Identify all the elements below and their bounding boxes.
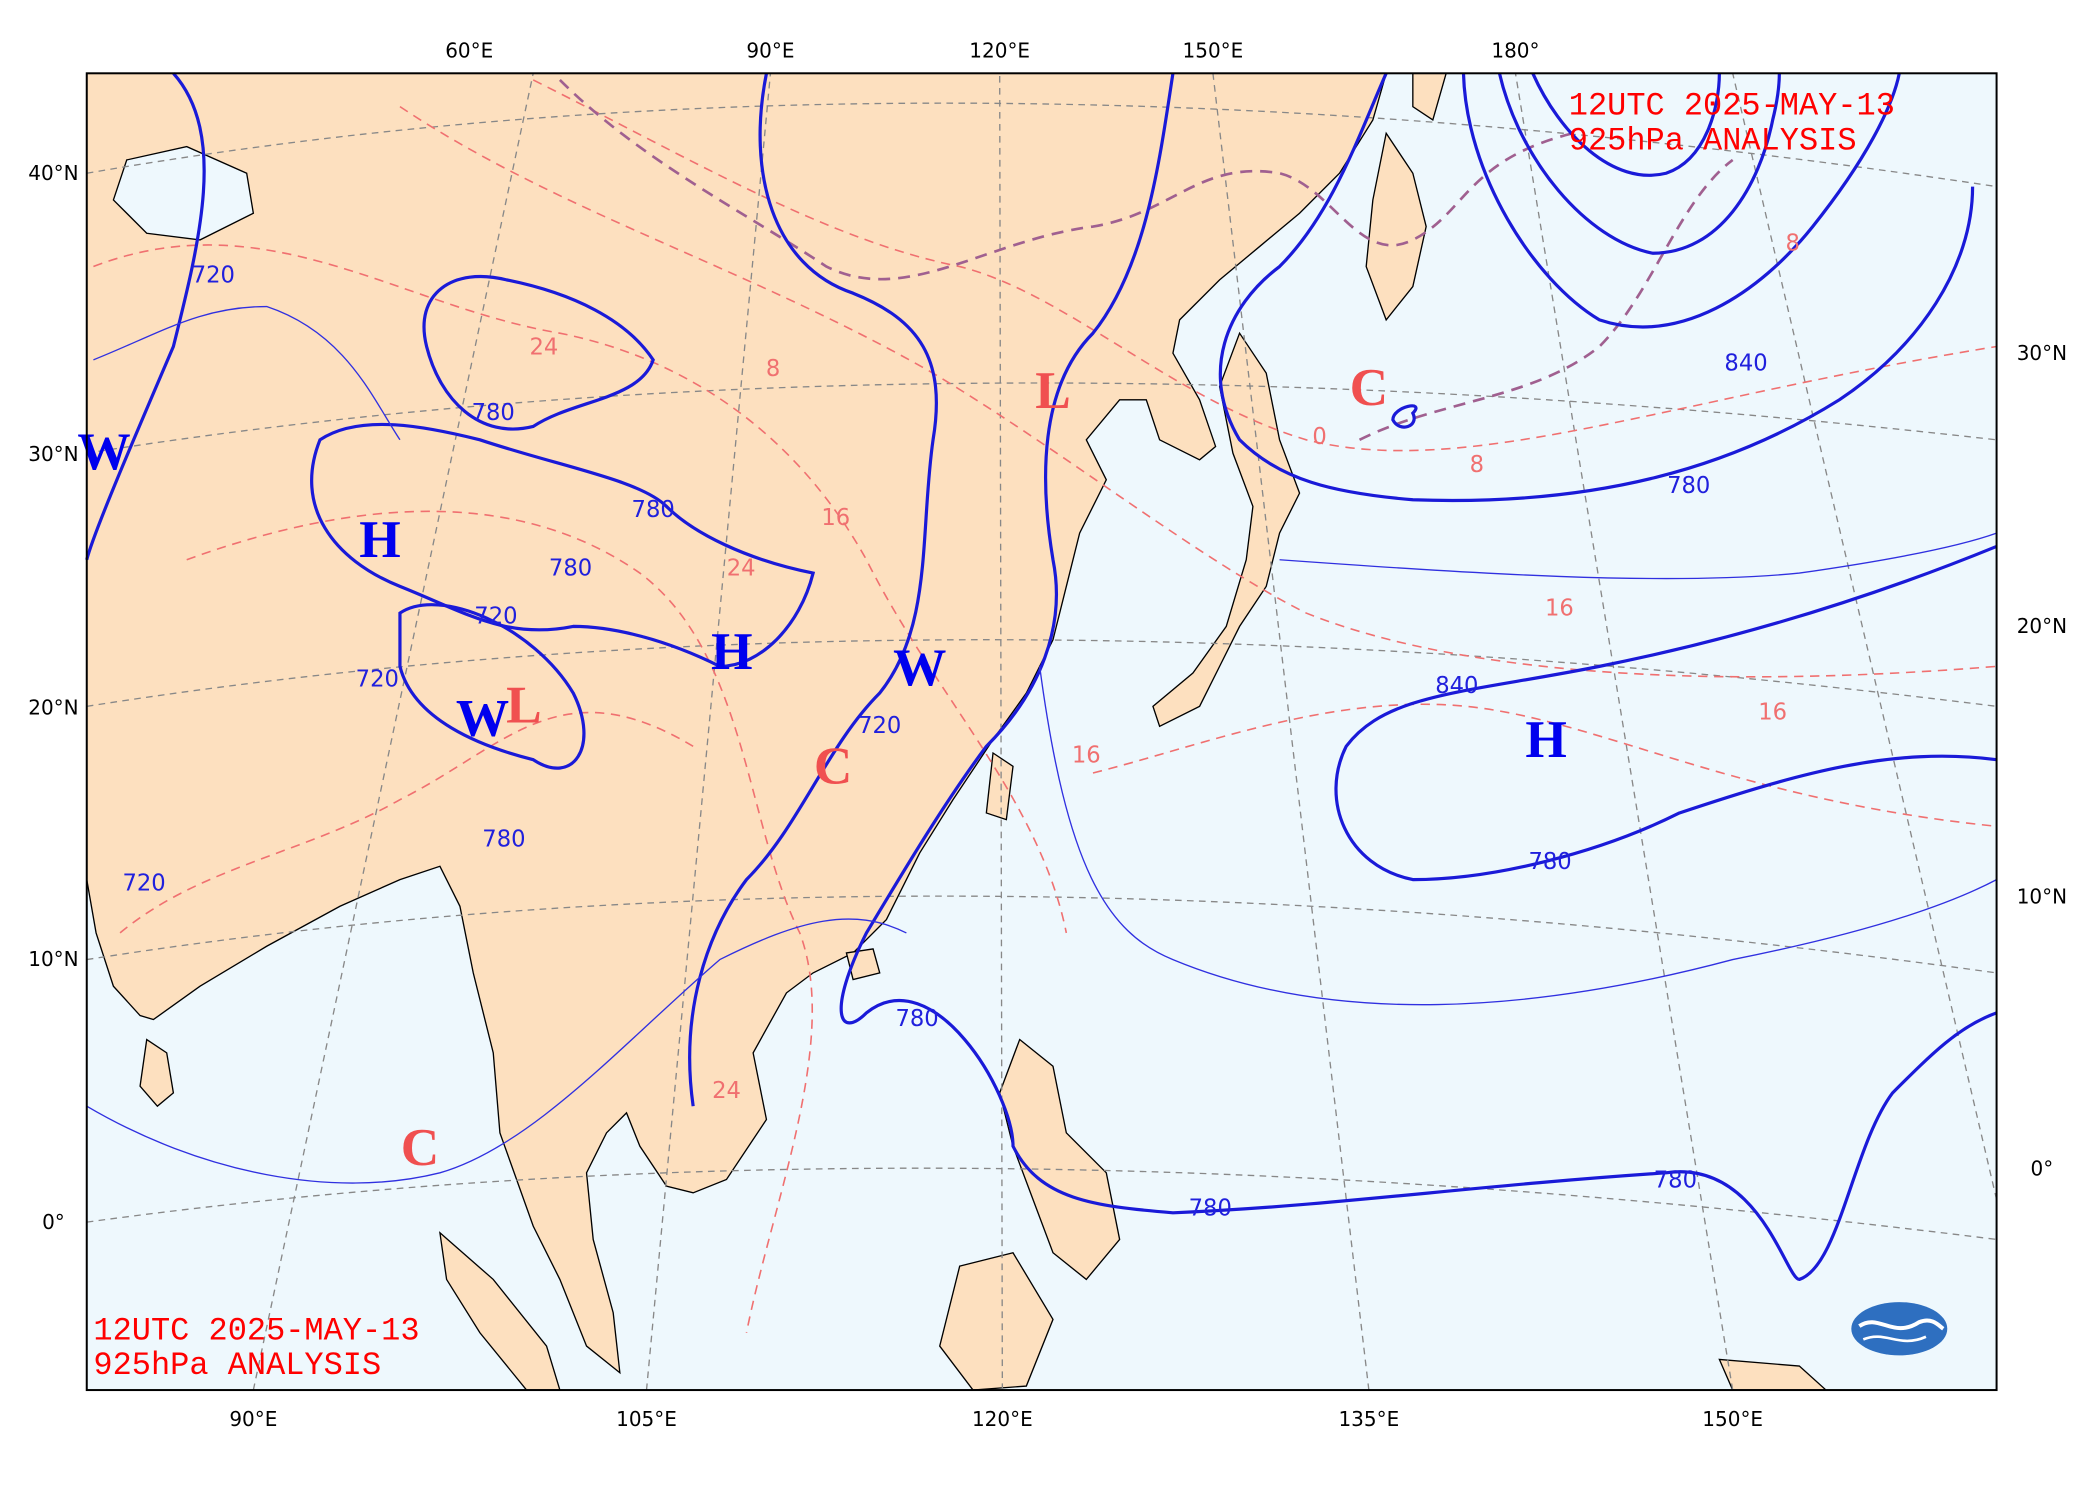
top-axis-label: 150°E (1183, 38, 1244, 62)
bottom-axis-label: 135°E (1338, 1407, 1399, 1431)
height-label: 780 (1654, 1167, 1697, 1193)
height-label: 720 (122, 870, 165, 896)
right-axis-label: 10°N (2017, 885, 2067, 909)
bottom-axis-label: 120°E (972, 1407, 1033, 1431)
height-label: 780 (632, 497, 675, 523)
isotherm-label: 8 (1785, 231, 1799, 257)
height-label: 780 (1667, 473, 1710, 499)
system-symbol: L (1035, 361, 1071, 420)
height-label: 780 (895, 1006, 938, 1032)
system-symbol: L (506, 675, 542, 734)
system-symbol: H (711, 622, 752, 681)
thin-contours (86, 305, 1997, 1184)
height-label: 720 (356, 666, 399, 692)
height-label: 780 (549, 556, 592, 582)
right-axis-label: 20°N (2017, 614, 2067, 638)
left-axis-label: 40°N (28, 161, 78, 185)
system-symbol: W (456, 689, 509, 748)
isotherm-label: 8 (1470, 452, 1484, 478)
height-label: 720 (192, 263, 235, 289)
top-axis-label: 180° (1491, 38, 1539, 62)
isotherm-label: 0 (1312, 424, 1326, 450)
bottom-axis-label: 105°E (616, 1407, 677, 1431)
system-symbol: C (401, 1118, 440, 1177)
footer-title-line-1: 12UTC 2025-MAY-13 (93, 1312, 419, 1349)
height-label: 840 (1435, 673, 1478, 699)
left-axis-label: 10°N (28, 947, 78, 971)
isotherm-label: 16 (821, 505, 850, 531)
title-line-1: 12UTC 2025-MAY-13 (1569, 88, 1895, 125)
frame (85, 72, 1998, 1392)
system-symbol: C (814, 737, 853, 796)
logo (1851, 1302, 1948, 1356)
height-contours (85, 72, 1998, 1282)
system-symbol: W (893, 638, 946, 697)
right-axis-label: 0° (2031, 1156, 2054, 1180)
footer-title-line-2: 925hPa ANALYSIS (93, 1347, 381, 1384)
isotherm-label: 16 (1758, 700, 1787, 726)
system-symbol: H (1525, 710, 1566, 769)
right-axis-label: 30°N (2017, 341, 2067, 365)
height-label: 780 (1189, 1195, 1232, 1221)
height-label: 780 (472, 400, 515, 426)
isotherm-label: 24 (712, 1078, 741, 1104)
system-symbol: H (359, 510, 400, 569)
system-symbol: W (77, 422, 130, 481)
left-axis-label: 0° (42, 1210, 65, 1234)
bottom-axis-label: 150°E (1702, 1407, 1763, 1431)
bottom-axis-label: 90°E (229, 1407, 277, 1431)
height-label: 720 (474, 604, 517, 630)
zero-isotherm (558, 79, 1734, 441)
land (86, 72, 1828, 1391)
axis-labels: 60°E 90°E 120°E 150°E 180° 90°E 105°E 120°E 135°… (28, 38, 2067, 1431)
height-label: 780 (1529, 849, 1572, 875)
left-axis-label: 30°N (28, 442, 78, 466)
contour-labels: 720 780 780 780 720 720 780 720 780 840 780 840 780 7… (122, 231, 1799, 1222)
isotherm-label: 8 (766, 356, 780, 382)
top-axis-label: 120°E (969, 38, 1030, 62)
top-axis-label: 90°E (746, 38, 794, 62)
height-label: 720 (858, 713, 901, 739)
left-axis-label: 20°N (28, 695, 78, 719)
isotherm-label: 16 (1545, 596, 1574, 622)
title-line-2: 925hPa ANALYSIS (1569, 122, 1857, 159)
isotherm-label: 16 (1072, 742, 1101, 768)
height-label: 780 (482, 826, 525, 852)
height-label: 840 (1724, 351, 1767, 377)
top-axis-label: 60°E (445, 38, 493, 62)
system-symbol: C (1350, 358, 1388, 417)
isotherms (93, 79, 1997, 1333)
isotherm-label: 24 (727, 556, 756, 582)
isotherm-label: 24 (529, 335, 558, 361)
graticule (86, 73, 1998, 1391)
